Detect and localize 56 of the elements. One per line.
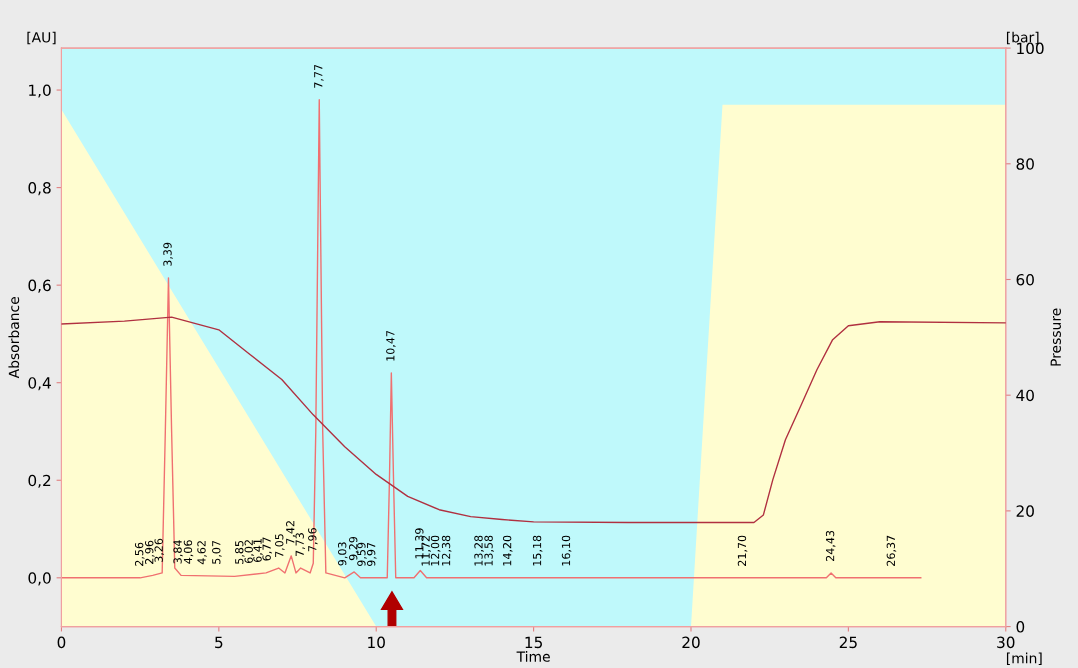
annotation: 9,03 bbox=[337, 542, 348, 566]
annotation: 7,05 bbox=[275, 534, 285, 558]
annotation: 6,02 bbox=[244, 540, 255, 563]
annotation: 12,38 bbox=[441, 535, 452, 566]
x-tick-label: 25 bbox=[839, 636, 857, 649]
annotation: 26,37 bbox=[886, 535, 897, 566]
x-tick-label: 10 bbox=[368, 636, 385, 649]
x-tick-label: 30 bbox=[997, 636, 1015, 649]
annotation: 14,20 bbox=[502, 535, 513, 566]
y2-axis-title: Pressure bbox=[1050, 308, 1061, 366]
y2-tick-label: 20 bbox=[1016, 505, 1034, 517]
y-tick-label: 0,4 bbox=[28, 377, 51, 391]
y-tick-label: 0,6 bbox=[28, 279, 51, 293]
annotation: 9,97 bbox=[366, 542, 377, 566]
annotation: 4,62 bbox=[197, 541, 207, 565]
annotation: 2,56 bbox=[134, 542, 145, 566]
y2-tick-label: 80 bbox=[1016, 158, 1034, 170]
annotation: 24,43 bbox=[825, 530, 836, 561]
x-tick-label: 5 bbox=[215, 636, 223, 649]
annotation: 7,77 bbox=[314, 64, 324, 88]
x-tick-label: 0 bbox=[57, 636, 66, 649]
y-tick-label: 1,0 bbox=[29, 84, 51, 98]
annotation: 3,39 bbox=[163, 242, 173, 266]
annotation: 7,96 bbox=[308, 528, 318, 552]
annotation: 12,00 bbox=[430, 535, 441, 566]
y2-tick-label: 60 bbox=[1016, 273, 1034, 286]
annotation: 16,10 bbox=[561, 535, 572, 566]
annotation: 7,42 bbox=[286, 521, 296, 544]
x-tick-label: 20 bbox=[682, 636, 700, 649]
annotation: 21,70 bbox=[737, 535, 748, 566]
annotation: 13,58 bbox=[484, 535, 494, 566]
y-tick-label: 0,8 bbox=[28, 182, 51, 196]
annotation: 6,77 bbox=[262, 537, 272, 561]
x-axis-title: Time bbox=[516, 651, 550, 662]
annotation: 15,18 bbox=[532, 535, 543, 566]
annotation: 13,28 bbox=[474, 535, 484, 566]
y-tick-label: 0,0 bbox=[28, 572, 51, 586]
annotation: 3,84 bbox=[173, 540, 183, 564]
line-series bbox=[61, 99, 922, 579]
x-tick-label: 15 bbox=[525, 636, 542, 649]
annotation: 7,73 bbox=[295, 533, 306, 557]
annotation: 4,06 bbox=[183, 540, 194, 564]
y-tick-label: 0,2 bbox=[28, 474, 51, 488]
annotation: 5,85 bbox=[235, 540, 245, 564]
y-axis-title: Absorbance bbox=[8, 297, 20, 379]
annotation: 10,47 bbox=[386, 330, 396, 361]
annotation: 6,41 bbox=[253, 539, 263, 563]
text: [min] bbox=[1006, 652, 1042, 665]
text: [AU] bbox=[27, 31, 56, 45]
annotation: 9,29 bbox=[349, 536, 359, 561]
annotation: 9,59 bbox=[357, 542, 367, 566]
y2-tick-label: 0 bbox=[1016, 621, 1025, 633]
annotation: 5,07 bbox=[212, 540, 222, 564]
annotation: 3,26 bbox=[154, 538, 165, 562]
annotation: 2,96 bbox=[145, 540, 155, 564]
y2-tick-label: 40 bbox=[1016, 389, 1034, 402]
